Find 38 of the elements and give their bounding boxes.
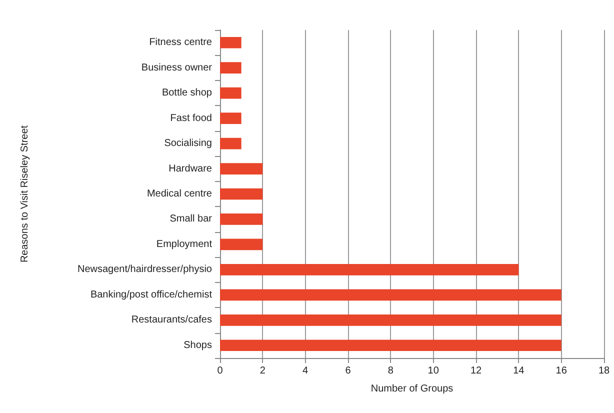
bar: [220, 340, 562, 352]
bar: [220, 264, 519, 276]
x-tick-label: 16: [556, 366, 568, 376]
x-axis-title: Number of Groups: [370, 384, 454, 394]
x-tick-label: 10: [428, 366, 440, 376]
x-tick-label: 4: [302, 366, 309, 376]
x-tick-label: 6: [345, 366, 352, 376]
y-tick-label: Business owner: [141, 62, 213, 74]
y-axis-title: Reasons to Visit Riseley Street: [20, 125, 30, 263]
y-tick-label: Small bar: [170, 214, 213, 225]
x-tick-label: 14: [513, 366, 525, 376]
y-tick-label: Socialising: [164, 138, 212, 150]
x-tick-label: 0: [217, 366, 224, 376]
x-tick-label: 8: [388, 366, 394, 376]
bar: [220, 214, 263, 225]
bar: [220, 289, 562, 301]
x-tick-label: 18: [598, 366, 610, 376]
y-tick-label: Banking/post office/chemist: [90, 289, 212, 300]
bar: [220, 36, 242, 48]
y-tick-label: Employment: [156, 238, 212, 250]
bar: [220, 314, 562, 326]
y-tick-label: Hardware: [168, 163, 212, 174]
bar: [220, 188, 263, 200]
y-tick-label: Medical centre: [146, 188, 212, 200]
x-tick-label: 2: [260, 366, 266, 376]
bar: [220, 62, 242, 74]
bar: [220, 87, 242, 99]
y-tick-label: Restaurants/cafes: [131, 314, 212, 326]
y-tick-label: Fast food: [170, 112, 212, 124]
bar: [220, 163, 263, 174]
y-tick-label: Shops: [184, 340, 212, 351]
y-tick-label: Bottle shop: [162, 88, 212, 99]
bar: [220, 238, 263, 250]
y-tick-label: Newsagent/hairdresser/physio: [77, 264, 212, 276]
bar: [220, 112, 242, 124]
y-tick-label: Fitness centre: [149, 37, 212, 48]
bar: [220, 138, 242, 150]
x-tick-label: 12: [470, 366, 482, 376]
